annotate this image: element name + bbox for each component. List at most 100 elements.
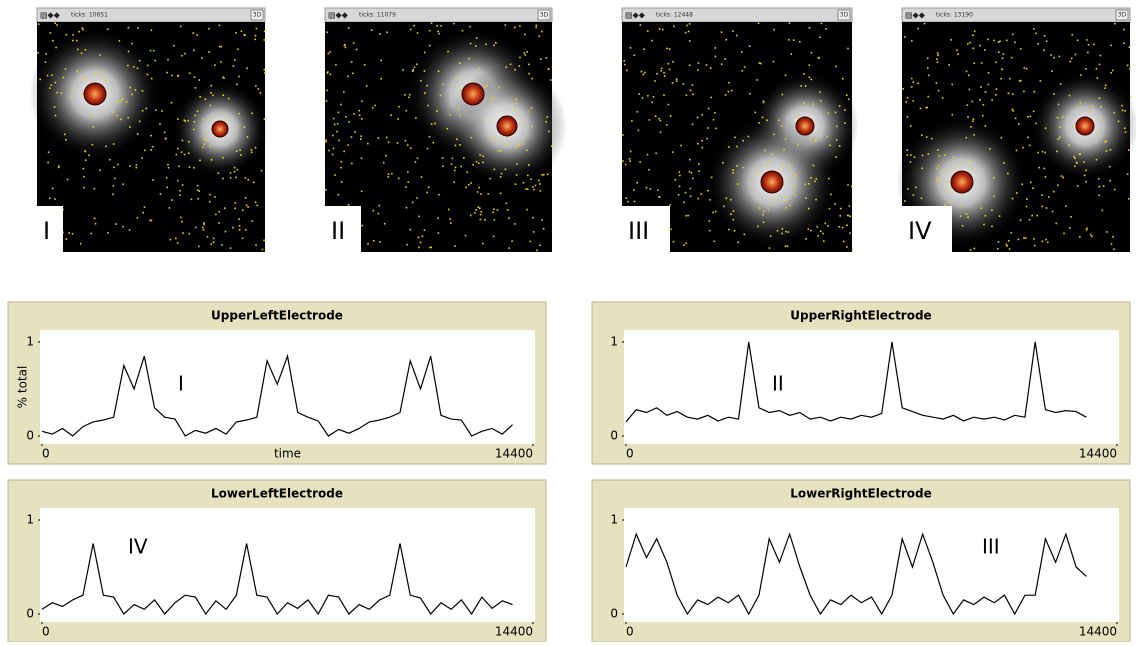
particle	[508, 217, 510, 219]
particle	[830, 194, 832, 196]
particle	[1114, 23, 1116, 25]
particle	[1100, 55, 1102, 57]
y-tick-label: 1	[610, 513, 618, 527]
view-label: II	[331, 217, 345, 245]
particle	[1007, 173, 1009, 175]
particle	[907, 154, 909, 156]
particle	[255, 35, 257, 37]
particle	[660, 132, 662, 134]
particle	[1128, 149, 1130, 151]
particle	[1101, 210, 1103, 212]
particle	[540, 190, 542, 192]
particle	[1043, 49, 1045, 51]
particle	[536, 250, 538, 252]
particle	[358, 110, 360, 112]
particle	[917, 83, 919, 85]
particle	[129, 87, 131, 89]
particle	[418, 237, 420, 239]
particle	[1012, 198, 1014, 200]
particle	[783, 149, 785, 151]
particle	[1033, 111, 1035, 113]
particle	[83, 168, 85, 170]
particle	[785, 231, 787, 233]
particle	[688, 31, 690, 33]
particle	[683, 202, 685, 204]
particle	[506, 203, 508, 205]
particle	[511, 240, 513, 242]
particle	[116, 115, 118, 117]
particle	[492, 212, 494, 214]
particle	[1036, 215, 1038, 217]
particle	[516, 103, 518, 105]
particle	[625, 197, 627, 199]
particle	[928, 75, 930, 77]
particle	[105, 146, 107, 148]
particle	[263, 240, 265, 242]
particle	[372, 107, 374, 109]
particle	[679, 171, 681, 173]
particle	[129, 229, 131, 231]
particle	[344, 44, 346, 46]
particle	[1018, 123, 1020, 125]
particle	[77, 49, 79, 51]
particle	[808, 183, 810, 185]
particle	[842, 78, 844, 80]
particle	[47, 75, 49, 77]
particle	[540, 58, 542, 60]
particle	[126, 101, 128, 103]
particle	[151, 220, 153, 222]
particle	[732, 219, 734, 221]
particle	[460, 89, 462, 91]
particle	[1057, 117, 1059, 119]
particle	[811, 52, 813, 54]
particle	[533, 231, 535, 233]
particle	[640, 24, 642, 26]
particle	[228, 98, 230, 100]
particle	[199, 160, 201, 162]
particle	[744, 66, 746, 68]
particle	[715, 56, 717, 58]
particle	[193, 167, 195, 169]
particle	[1002, 57, 1004, 59]
particle	[548, 131, 550, 133]
particle	[714, 47, 716, 49]
particle	[634, 201, 636, 203]
particle	[428, 186, 430, 188]
particle	[359, 114, 361, 116]
particle	[777, 230, 779, 232]
particle	[251, 149, 253, 151]
particle	[972, 120, 974, 122]
particle	[643, 48, 645, 50]
particle	[348, 27, 350, 29]
particle	[417, 158, 419, 160]
view-3d-label: 3D	[840, 12, 849, 19]
particle	[1069, 95, 1071, 97]
particle	[943, 170, 945, 172]
particle	[656, 73, 658, 75]
particle	[643, 74, 645, 76]
particle	[516, 163, 518, 165]
particle	[386, 137, 388, 139]
particle	[152, 179, 154, 181]
particle	[829, 144, 831, 146]
particle	[468, 58, 470, 60]
particle	[1023, 237, 1025, 239]
annotation: III	[982, 535, 1000, 559]
particle	[1026, 68, 1028, 70]
particle	[815, 199, 817, 201]
particle	[1100, 106, 1102, 108]
particle	[166, 72, 168, 74]
particle	[974, 248, 976, 250]
particle	[364, 64, 366, 66]
particle	[689, 40, 691, 42]
particle	[634, 54, 636, 56]
particle	[477, 191, 479, 193]
particle	[258, 88, 260, 90]
particle	[630, 151, 632, 153]
particle	[180, 217, 182, 219]
particle	[690, 90, 692, 92]
particle	[967, 216, 969, 218]
particle	[944, 154, 946, 156]
particle	[983, 104, 985, 106]
particle	[1098, 186, 1100, 188]
